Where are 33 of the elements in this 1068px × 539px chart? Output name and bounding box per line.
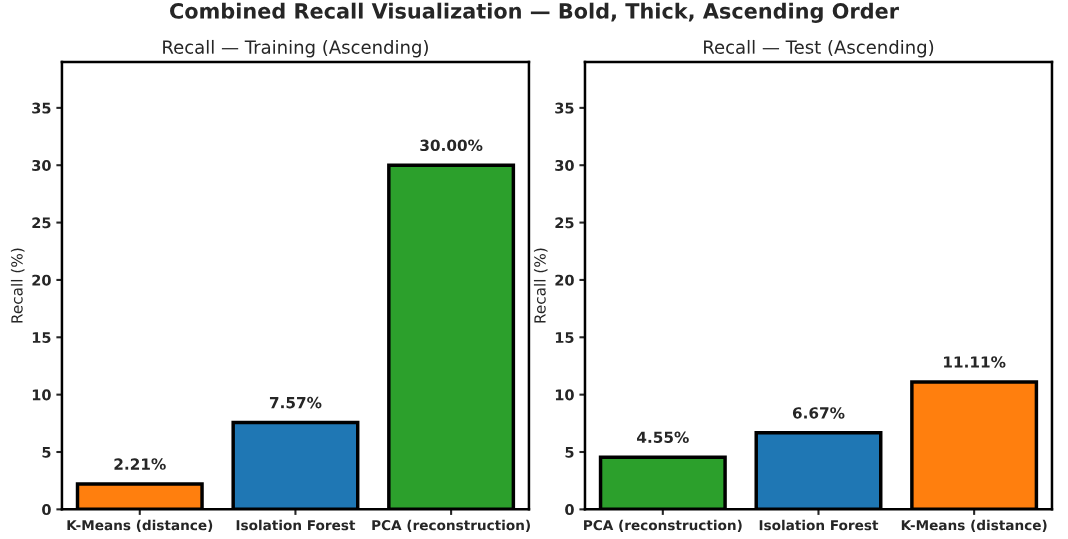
- data-label: 2.21%: [114, 458, 166, 470]
- x-tick-label: Isolation Forest: [236, 519, 356, 531]
- text: Combined Recall Visualization — Bold, Thick, Ascending Order: [170, 2, 899, 24]
- data-label: 7.57%: [269, 396, 322, 409]
- y-tick-label: 20: [32, 274, 51, 286]
- data-label: 6.67%: [792, 407, 845, 419]
- y-tick-label: 5: [565, 446, 574, 458]
- data-label: 30.00%: [420, 139, 483, 152]
- x-tick-label: PCA (reconstruction): [584, 519, 742, 532]
- y-tick-label: 30: [555, 159, 574, 171]
- y-tick-label: 10: [32, 389, 51, 401]
- y-tick-label: 25: [555, 217, 574, 229]
- y-tick-label: 25: [32, 217, 51, 229]
- y-tick-label: 35: [555, 102, 574, 114]
- y-tick-label: 10: [555, 389, 574, 401]
- data-label: 11.11%: [944, 356, 1006, 368]
- y-tick-label: 0: [42, 504, 51, 516]
- x-tick-label: K-Means (distance): [901, 519, 1047, 532]
- x-tick-label: Isolation Forest: [759, 519, 879, 531]
- y-tick-label: 0: [565, 504, 574, 516]
- y-axis-title: Recall (%): [533, 248, 548, 323]
- y-tick-label: 5: [42, 446, 51, 458]
- data-label: 4.55%: [637, 431, 689, 444]
- y-tick-label: 15: [555, 332, 574, 344]
- chart-title: Recall — Test (Ascending): [704, 39, 934, 58]
- x-tick-label: PCA (reconstruction): [372, 519, 530, 532]
- y-tick-label: 15: [32, 332, 51, 344]
- y-tick-label: 30: [32, 159, 51, 171]
- y-tick-label: 20: [555, 274, 574, 286]
- x-tick-label: K-Means (distance): [67, 519, 213, 532]
- chart-title: Recall — Training (Ascending): [163, 39, 428, 58]
- y-axis-title: Recall (%): [10, 248, 25, 323]
- y-tick-label: 35: [32, 102, 51, 114]
